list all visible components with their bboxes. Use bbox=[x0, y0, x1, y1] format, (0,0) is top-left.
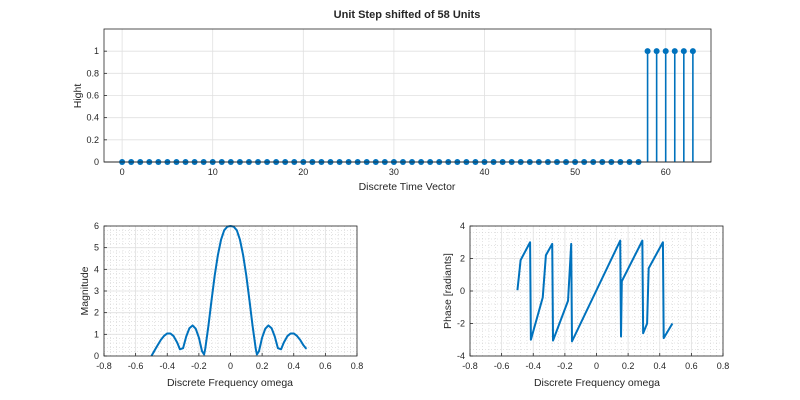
x-tick-label: -0.4 bbox=[159, 361, 175, 371]
magnitude-axes: Discrete Frequency omega Magnitude -0.8 -… bbox=[79, 221, 363, 389]
y-tick-label: 0.2 bbox=[86, 135, 99, 145]
y-tick-label: -4 bbox=[457, 351, 465, 361]
axes-frame bbox=[103, 225, 358, 357]
magnitude-ylabel: Magnitude bbox=[79, 266, 91, 315]
phase-xlabel: Discrete Frequency omega bbox=[534, 377, 660, 389]
stem-marker bbox=[644, 48, 651, 55]
x-tick-label: 0.2 bbox=[622, 361, 635, 371]
phase-ylabel: Phase [radiants] bbox=[442, 253, 454, 329]
y-tick-label: 0 bbox=[94, 157, 99, 167]
unit-step-axes: Unit Step shifted of 58 Units Discrete T… bbox=[72, 9, 712, 193]
unit-step-title: Unit Step shifted of 58 Units bbox=[334, 9, 481, 21]
y-tick-label: 0.4 bbox=[86, 113, 99, 123]
x-tick-label: 10 bbox=[208, 167, 218, 177]
y-tick-label: 1 bbox=[94, 329, 99, 339]
x-tick-label: 0.8 bbox=[717, 361, 730, 371]
y-tick-label: 3 bbox=[94, 286, 99, 296]
stem-marker bbox=[680, 48, 687, 55]
x-tick-label: 30 bbox=[389, 167, 399, 177]
x-tick-label: -0.2 bbox=[557, 361, 573, 371]
axes-frame bbox=[103, 28, 712, 163]
x-tick-label: 0.6 bbox=[685, 361, 698, 371]
axes-frame bbox=[469, 225, 724, 357]
x-tick-label: -0.4 bbox=[525, 361, 541, 371]
magnitude-xlabel: Discrete Frequency omega bbox=[167, 377, 293, 389]
unit-step-xlabel: Discrete Time Vector bbox=[359, 181, 456, 193]
x-tick-label: 0 bbox=[594, 361, 599, 371]
x-tick-label: 0 bbox=[228, 361, 233, 371]
phase-axes: Discrete Frequency omega Phase [radiants… bbox=[442, 221, 729, 389]
y-tick-label: 4 bbox=[94, 264, 99, 274]
x-tick-label: -0.2 bbox=[191, 361, 207, 371]
y-tick-label: 6 bbox=[94, 221, 99, 231]
x-tick-label: -0.8 bbox=[462, 361, 478, 371]
stem-marker bbox=[662, 48, 669, 55]
phase-series-line bbox=[516, 239, 674, 343]
x-tick-label: 60 bbox=[661, 167, 671, 177]
x-tick-label: 0 bbox=[120, 167, 125, 177]
x-tick-label: 0.8 bbox=[351, 361, 364, 371]
y-tick-label: 5 bbox=[94, 243, 99, 253]
y-tick-label: 2 bbox=[94, 308, 99, 318]
x-tick-label: 0.4 bbox=[287, 361, 300, 371]
x-tick-label: 20 bbox=[298, 167, 308, 177]
x-tick-label: -0.8 bbox=[96, 361, 112, 371]
y-tick-label: 0.6 bbox=[86, 91, 99, 101]
stem-marker bbox=[671, 48, 678, 55]
y-tick-label: 0 bbox=[460, 286, 465, 296]
y-tick-label: 0.8 bbox=[86, 68, 99, 78]
y-tick-label: 0 bbox=[94, 351, 99, 361]
unit-step-ylabel: Hight bbox=[72, 84, 84, 109]
x-tick-label: 50 bbox=[570, 167, 580, 177]
x-tick-label: -0.6 bbox=[494, 361, 510, 371]
y-tick-label: -2 bbox=[457, 319, 465, 329]
x-tick-label: 0.2 bbox=[256, 361, 269, 371]
x-tick-label: 0.4 bbox=[653, 361, 666, 371]
stem-marker bbox=[689, 48, 696, 55]
x-tick-label: 40 bbox=[479, 167, 489, 177]
y-tick-label: 2 bbox=[460, 254, 465, 264]
stem-marker bbox=[653, 48, 660, 55]
y-tick-label: 4 bbox=[460, 221, 465, 231]
x-tick-label: 0.6 bbox=[319, 361, 332, 371]
y-tick-label: 1 bbox=[94, 46, 99, 56]
x-tick-label: -0.6 bbox=[128, 361, 144, 371]
